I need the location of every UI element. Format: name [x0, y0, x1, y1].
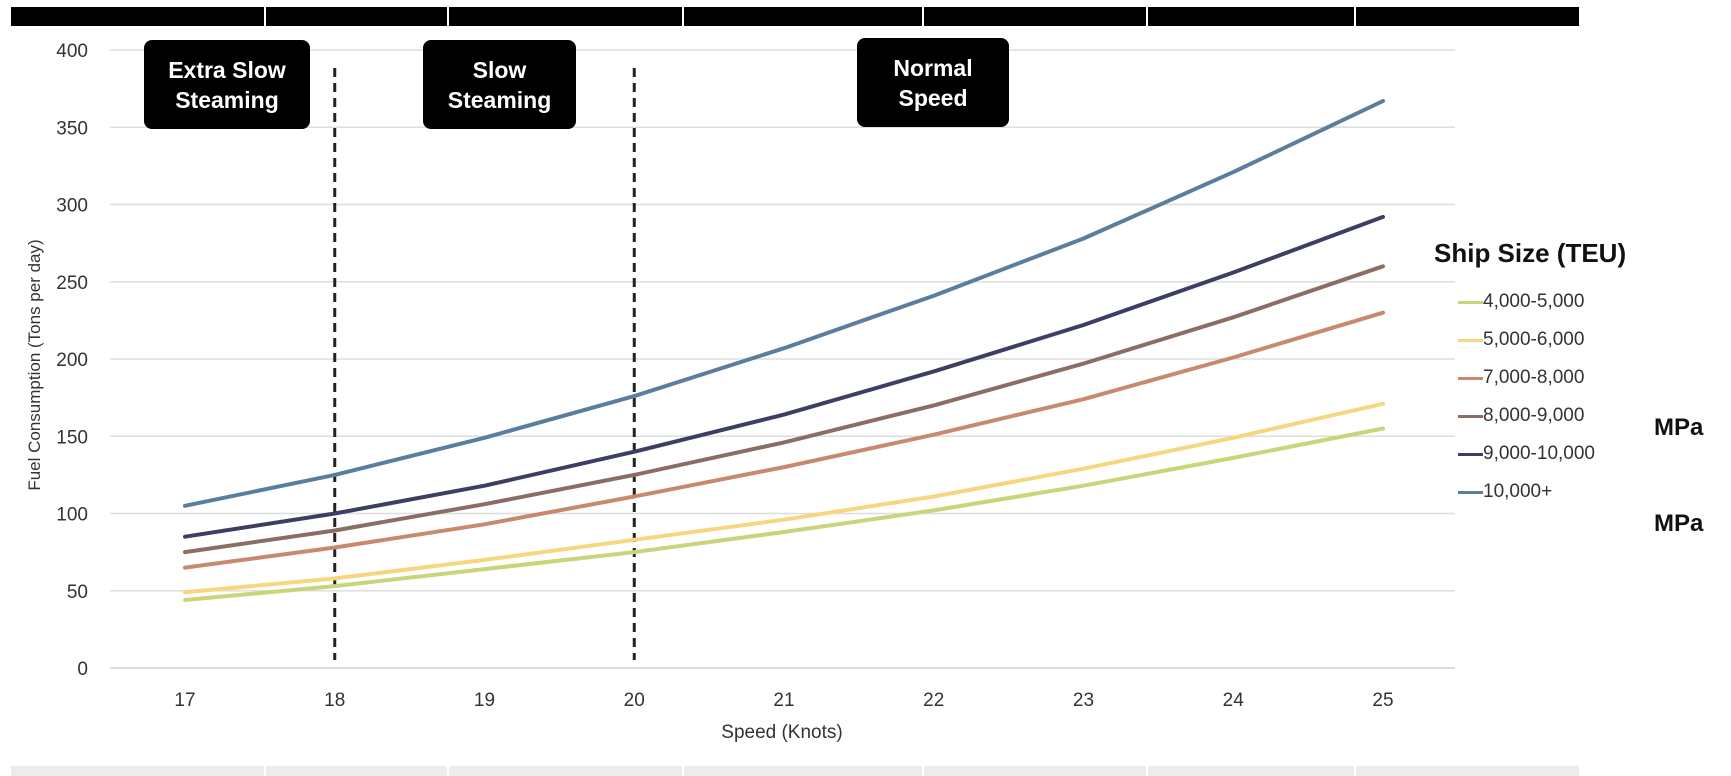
phase-dividers: [333, 68, 636, 660]
y-tick-label: 300: [56, 196, 88, 217]
header-divider: [1354, 7, 1356, 26]
series-lines: [183, 99, 1385, 602]
footer-divider: [1146, 766, 1148, 776]
header-divider: [682, 7, 684, 26]
phase-label-normal: Normal Speed: [857, 38, 1009, 127]
header-divider: [922, 7, 924, 26]
footer-divider: [922, 766, 924, 776]
phase-label-text: Normal Speed: [893, 54, 973, 111]
y-tick-label: 150: [56, 427, 88, 448]
legend-swatch: [1458, 491, 1483, 494]
legend-label: 10,000+: [1483, 481, 1553, 502]
phase-label-extra-slow: Extra Slow Steaming: [144, 40, 310, 129]
legend-swatch: [1458, 301, 1483, 304]
series-line: [183, 401, 1385, 595]
phase-label-slow: Slow Steaming: [423, 40, 576, 129]
phase-label-text: Extra Slow Steaming: [168, 56, 286, 113]
legend-item: 5,000-6,000: [1458, 328, 1585, 352]
edge-text: MPa: [1654, 414, 1704, 441]
y-tick-label: 250: [56, 273, 88, 294]
y-tick-label: 100: [56, 505, 88, 526]
y-tick-labels: 0 50 100 150 200 250 300 350 400: [56, 41, 88, 680]
y-tick-label: 400: [56, 41, 88, 62]
legend-item: 10,000+: [1458, 480, 1553, 504]
footer-strip: [11, 766, 1579, 776]
series-line: [183, 264, 1385, 555]
header-divider: [264, 7, 266, 26]
x-tick-label: 22: [923, 690, 944, 711]
header-divider: [1146, 7, 1148, 26]
header-divider: [447, 7, 449, 26]
phase-label-text: Slow Steaming: [447, 56, 552, 113]
legend-swatch: [1458, 415, 1483, 418]
x-tick-label: 17: [174, 690, 195, 711]
legend-label: 9,000-10,000: [1483, 443, 1595, 464]
legend-swatch: [1458, 339, 1483, 342]
y-tick-label: 0: [77, 659, 88, 680]
footer-divider: [682, 766, 684, 776]
x-tick-label: 24: [1223, 690, 1245, 711]
footer-divider: [264, 766, 266, 776]
header-strip: [11, 7, 1579, 26]
legend-label: 4,000-5,000: [1483, 291, 1585, 312]
legend-item: 7,000-8,000: [1458, 366, 1585, 390]
legend-title: Ship Size (TEU): [1434, 238, 1627, 268]
gridlines: [110, 49, 1455, 669]
legend-item: 8,000-9,000: [1458, 404, 1585, 428]
legend-swatch: [1458, 453, 1483, 456]
series-line: [183, 99, 1385, 508]
series-line: [183, 310, 1385, 570]
y-axis-label: Fuel Consumption (Tons per day): [25, 239, 44, 490]
legend-item: 9,000-10,000: [1458, 442, 1595, 466]
footer-divider: [447, 766, 449, 776]
x-tick-label: 23: [1073, 690, 1094, 711]
legend-label: 7,000-8,000: [1483, 367, 1585, 388]
series-line: [183, 214, 1385, 539]
legend-swatch: [1458, 377, 1483, 380]
y-tick-label: 350: [56, 118, 88, 139]
x-tick-label: 18: [324, 690, 345, 711]
y-tick-label: 50: [67, 582, 88, 603]
x-tick-label: 21: [773, 690, 794, 711]
legend-item: 4,000-5,000: [1458, 290, 1585, 314]
legend-label: 8,000-9,000: [1483, 405, 1585, 426]
series-line: [183, 426, 1385, 602]
x-tick-label: 19: [474, 690, 495, 711]
x-tick-labels: 17 18 19 20 21 22 23 24 25: [174, 690, 1393, 711]
footer-divider: [1354, 766, 1356, 776]
edge-text: MPa: [1654, 510, 1704, 537]
x-axis-label: Speed (Knots): [721, 722, 842, 743]
legend-label: 5,000-6,000: [1483, 329, 1585, 350]
x-tick-label: 25: [1372, 690, 1393, 711]
x-tick-label: 20: [624, 690, 645, 711]
y-tick-label: 200: [56, 350, 88, 371]
